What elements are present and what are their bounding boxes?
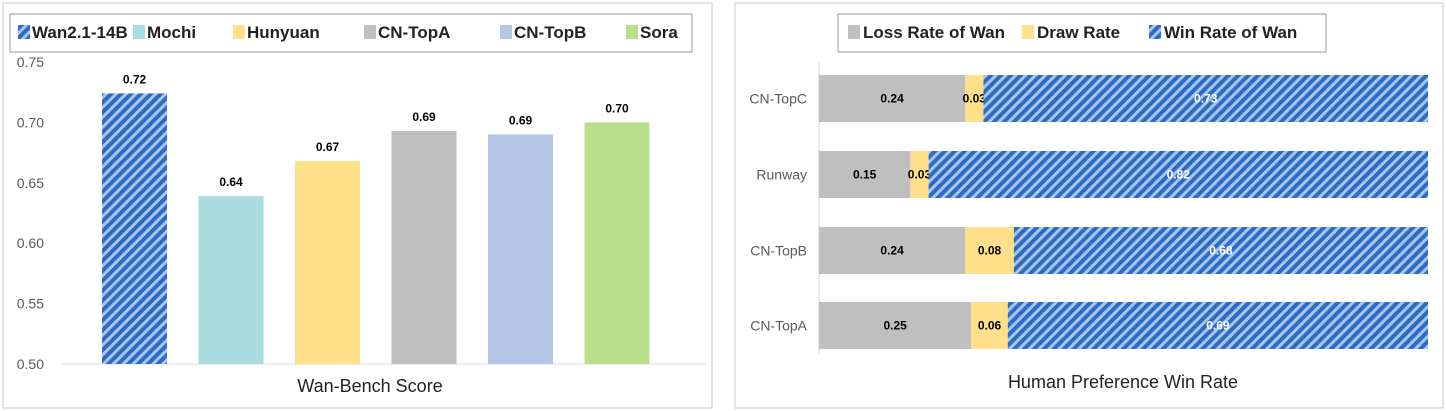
legend-swatch — [133, 25, 145, 39]
legend-swatch — [364, 25, 376, 39]
bar-value-label: 0.70 — [605, 101, 629, 115]
legend-label: Draw Rate — [1037, 23, 1120, 42]
legend-box-left — [9, 13, 693, 53]
bar-segment-draw-rate — [965, 227, 1014, 274]
bar-value-label: 0.03 — [963, 92, 987, 106]
legend-right: Loss Rate of Wan Draw Rate Win Rate of Wan — [848, 23, 1297, 42]
legend-label: Mochi — [147, 23, 196, 42]
y-tick-label: 0.75 — [17, 54, 44, 70]
bar-value-label: 0.08 — [978, 244, 1002, 258]
bar-segment-loss-rate-of-wan — [819, 227, 966, 274]
bar-value-label: 0.67 — [316, 140, 340, 154]
y-tick-label: Runway — [756, 167, 807, 183]
legend-label: Wan2.1-14B — [32, 23, 128, 42]
y-tick-label: CN-TopA — [750, 318, 807, 334]
panel-right-border — [734, 2, 1444, 409]
legend-swatch — [626, 25, 638, 39]
bar-segment-loss-rate-of-wan — [819, 302, 972, 349]
legend-swatch — [500, 25, 512, 39]
bar-value-label: 0.73 — [1194, 92, 1218, 106]
bars-left: 0.72 0.64 0.67 0.69 0.69 0.70 — [102, 72, 650, 365]
bar-value-label: 0.06 — [978, 319, 1002, 333]
x-axis-title-right: Human Preference Win Rate — [1008, 372, 1238, 392]
y-tick-label: 0.65 — [17, 175, 44, 191]
panel-left: Wan2.1-14B Mochi Hunyuan CN-TopA CN-TopB Sora… — [2, 2, 713, 409]
bar-sora — [584, 122, 650, 365]
bar-wan2-1-14b — [102, 93, 167, 365]
bar-value-label: 0.15 — [853, 168, 877, 182]
bar-value-label: 0.03 — [908, 168, 932, 182]
x-axis-title-left: Wan-Bench Score — [297, 376, 442, 396]
bar-cn-topa — [391, 130, 457, 364]
legend-swatch — [1022, 25, 1034, 39]
panel-left-border — [2, 2, 713, 409]
legend-swatch — [1149, 25, 1161, 39]
bar-value-label: 0.24 — [880, 92, 904, 106]
legend-swatch — [18, 25, 30, 39]
bar-value-label: 0.69 — [412, 110, 436, 124]
bar-segment-draw-rate — [965, 75, 984, 122]
legend-box-right — [837, 13, 1327, 53]
y-tick-label: 0.55 — [17, 296, 44, 312]
y-tick-label: 0.60 — [17, 235, 44, 251]
bar-hunyuan — [295, 161, 360, 364]
bar-mochi — [198, 196, 264, 364]
y-tick-label: 0.50 — [17, 356, 44, 372]
legend-label: Hunyuan — [247, 23, 320, 42]
legend-left: Wan2.1-14B Mochi Hunyuan CN-TopA CN-TopB Sora — [18, 23, 678, 42]
bar-cn-topb — [488, 134, 553, 364]
bars-right: CN-TopC 0.24 0.03 0.73 Runway 0.15 0.03 0.82 CN-… — [749, 75, 1428, 349]
legend-label: Sora — [640, 23, 678, 42]
legend-swatch — [233, 25, 245, 39]
bar-value-label: 0.25 — [883, 319, 907, 333]
panel-right: Loss Rate of Wan Draw Rate Win Rate of Wan… — [734, 2, 1444, 409]
bar-value-label: 0.69 — [509, 113, 533, 127]
bar-segment-loss-rate-of-wan — [819, 151, 911, 198]
bar-segment-win-rate-of-wan — [1013, 227, 1428, 274]
y-tick-label: CN-TopC — [749, 91, 807, 107]
legend-label: Win Rate of Wan — [1164, 23, 1297, 42]
y-axis-left: 0.50 0.55 0.60 0.65 0.70 0.75 — [17, 54, 44, 372]
bar-segment-draw-rate — [910, 151, 929, 198]
legend-label: Loss Rate of Wan — [863, 23, 1005, 42]
legend-label: CN-TopA — [378, 23, 450, 42]
bar-segment-loss-rate-of-wan — [819, 75, 966, 122]
bar-segment-win-rate-of-wan — [983, 75, 1428, 122]
legend-swatch — [848, 25, 860, 39]
bar-segment-draw-rate — [971, 302, 1008, 349]
bar-value-label: 0.82 — [1167, 168, 1191, 182]
bar-value-label: 0.72 — [123, 72, 147, 86]
bar-value-label: 0.68 — [1209, 244, 1233, 258]
bar-value-label: 0.69 — [1206, 319, 1230, 333]
bar-value-label: 0.64 — [219, 175, 243, 189]
bar-segment-win-rate-of-wan — [928, 151, 1428, 198]
legend-label: CN-TopB — [514, 23, 586, 42]
y-tick-label: 0.70 — [17, 114, 44, 130]
bar-value-label: 0.24 — [880, 244, 904, 258]
bar-segment-win-rate-of-wan — [1007, 302, 1428, 349]
y-tick-label: CN-TopB — [750, 243, 807, 259]
